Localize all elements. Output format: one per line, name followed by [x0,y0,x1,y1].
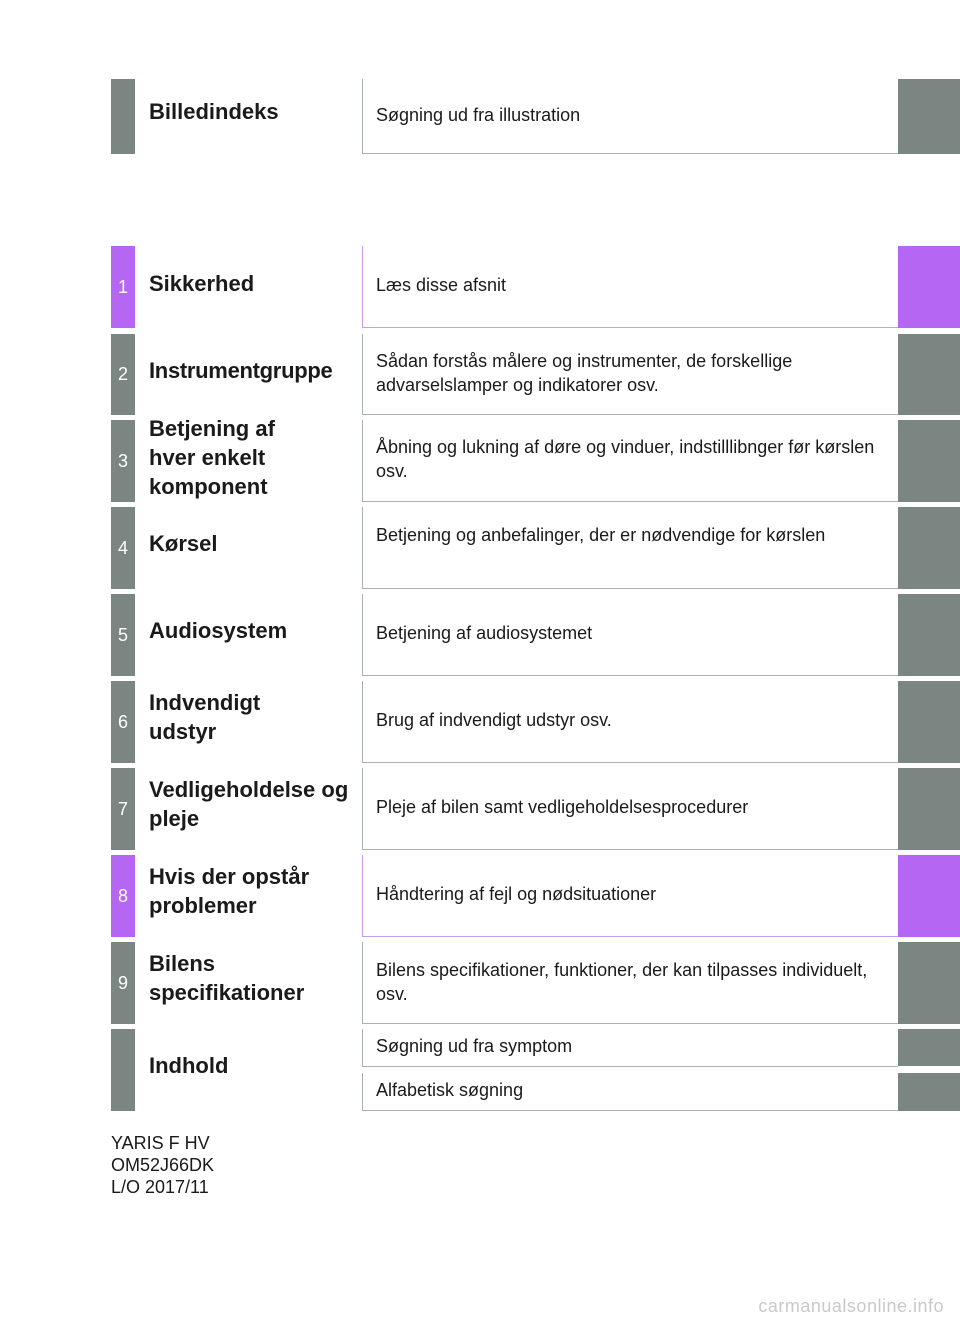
manual-code: OM52J66DK [111,1155,215,1175]
chapter-title: Sikkerhed [149,271,255,296]
right-tab[interactable] [898,334,960,415]
right-tab-alphabetic[interactable] [898,1073,960,1111]
description-box: Læs disse afsnit [362,246,898,328]
index-row-billedindeks[interactable]: Billedindeks Søgning ud fra illustration [0,79,960,154]
document-info: YARIS F HV OM52J66DK L/O 2017/11 [111,1132,214,1198]
right-tab[interactable] [898,594,960,676]
chapter-description: Læs disse afsnit [376,275,507,295]
chapter-description: Åbning og lukning af døre og vinduer, in… [376,437,875,481]
chapter-title: Kørsel [149,531,218,556]
sub-box-symptom[interactable]: Søgning ud fra symptom [362,1029,898,1067]
left-tab [111,79,135,154]
chapter-title: Bilens specifikationer [149,951,305,1005]
chapter-description: Håndtering af fejl og nødsituationer [376,884,657,904]
chapter-number: 4 [111,507,135,589]
right-tab[interactable] [898,507,960,589]
edition-date: L/O 2017/11 [111,1177,209,1197]
chapter-row-3[interactable]: 3 Betjening af hver enkelt komponent Åbn… [0,416,960,502]
right-tab[interactable] [898,246,960,328]
chapter-number: 3 [111,420,135,502]
index-row-indhold[interactable]: Indhold Søgning ud fra symptom Alfabetis… [0,1029,960,1111]
chapter-number: 1 [111,246,135,328]
sub-description-alphabetic: Alfabetisk søgning [376,1080,524,1100]
watermark: carmanualsonline.info [758,1296,944,1316]
chapter-description: Bilens specifikationer, funktioner, der … [376,960,868,1004]
chapter-description: Betjening af audiosystemet [376,623,593,643]
right-tab[interactable] [898,855,960,937]
right-tab-symptom[interactable] [898,1029,960,1066]
right-tab[interactable] [898,420,960,502]
section-title: Billedindeks [149,99,279,124]
chapter-row-5[interactable]: 5 Audiosystem Betjening af audiosystemet [0,594,960,676]
description-box: Betjening af audiosystemet [362,594,898,676]
chapter-title: Instrumentgruppe [149,358,333,383]
description-box: Bilens specifikationer, funktioner, der … [362,942,898,1024]
chapter-title: Audiosystem [149,618,288,643]
chapter-title: Vedligeholdelse og pleje [149,777,349,831]
description-box: Pleje af bilen samt vedligeholdelsesproc… [362,768,898,850]
chapter-description: Betjening og anbefalinger, der er nødven… [376,525,826,545]
chapter-title: Indvendigt udstyr [149,690,261,744]
sub-description-symptom: Søgning ud fra symptom [376,1036,573,1056]
chapter-number: 9 [111,942,135,1024]
right-tab[interactable] [898,768,960,850]
chapter-row-4[interactable]: 4 Kørsel Betjening og anbefalinger, der … [0,507,960,589]
chapter-number: 6 [111,681,135,763]
description-box: Brug af indvendigt udstyr osv. [362,681,898,763]
description-box: Håndtering af fejl og nødsituationer [362,855,898,937]
chapter-row-8[interactable]: 8 Hvis der opstår problemer Håndtering a… [0,855,960,937]
chapter-description: Brug af indvendigt udstyr osv. [376,710,612,730]
chapter-title: Hvis der opstår problemer [149,864,310,918]
chapter-title: Betjening af hver enkelt komponent [149,416,275,499]
chapter-row-7[interactable]: 7 Vedligeholdelse og pleje Pleje af bile… [0,768,960,850]
description-box: Sådan forstås målere og instrumenter, de… [362,334,898,415]
chapter-number: 8 [111,855,135,937]
chapter-row-6[interactable]: 6 Indvendigt udstyr Brug af indvendigt u… [0,681,960,763]
sub-box-alphabetic[interactable]: Alfabetisk søgning [362,1073,898,1111]
chapter-number: 2 [111,334,135,415]
description-box: Åbning og lukning af døre og vinduer, in… [362,420,898,502]
section-title: Indhold [149,1053,229,1078]
right-tab[interactable] [898,942,960,1024]
chapter-row-2[interactable]: 2 Instrumentgruppe Sådan forstås målere … [0,334,960,415]
chapter-description: Pleje af bilen samt vedligeholdelsesproc… [376,797,749,817]
left-tab [111,1029,135,1111]
section-description: Søgning ud fra illustration [376,105,581,125]
model-name: YARIS F HV [111,1133,210,1153]
right-tab[interactable] [898,79,960,154]
chapter-number: 7 [111,768,135,850]
right-tab[interactable] [898,681,960,763]
description-box: Betjening og anbefalinger, der er nødven… [362,507,898,589]
chapter-row-9[interactable]: 9 Bilens specifikationer Bilens specifik… [0,942,960,1024]
chapter-description: Sådan forstås målere og instrumenter, de… [376,351,793,395]
chapter-number: 5 [111,594,135,676]
chapter-row-1[interactable]: 1 Sikkerhed Læs disse afsnit [0,246,960,328]
description-box: Søgning ud fra illustration [362,79,898,154]
